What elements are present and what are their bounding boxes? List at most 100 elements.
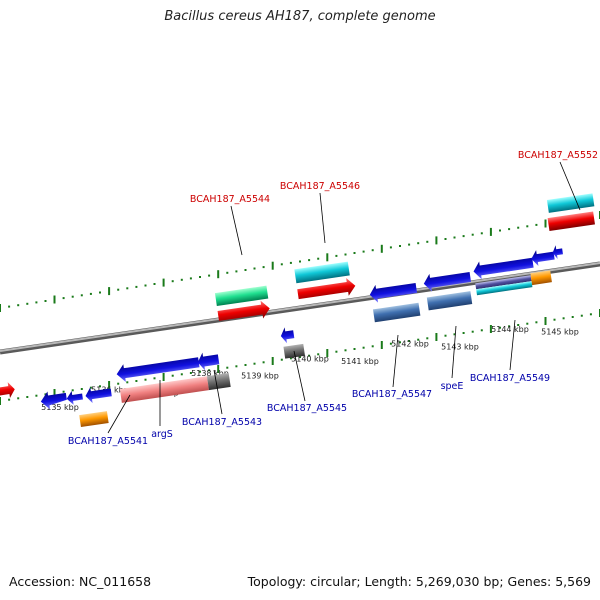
minor-tick (44, 393, 47, 396)
major-tick (380, 244, 383, 253)
minor-tick (362, 346, 365, 349)
gene-arrow[interactable] (0, 381, 16, 400)
gene-box[interactable] (426, 291, 473, 311)
major-tick (326, 253, 329, 262)
major-tick (108, 287, 111, 296)
minor-tick (399, 341, 401, 344)
major-tick (435, 333, 438, 341)
minor-tick (199, 276, 201, 278)
minor-tick (180, 278, 183, 281)
minor-tick (289, 261, 292, 264)
minor-tick (289, 357, 292, 360)
gene-arrow[interactable] (530, 248, 555, 267)
gene-arrow[interactable] (66, 390, 84, 406)
minor-tick (235, 270, 238, 273)
minor-tick (189, 277, 192, 280)
gene-arrow[interactable] (552, 244, 564, 260)
minor-tick (62, 297, 65, 300)
gene-arrow[interactable] (280, 326, 295, 344)
minor-tick (471, 330, 474, 333)
gene-box[interactable] (372, 302, 421, 323)
major-tick (326, 349, 329, 357)
minor-tick (317, 257, 320, 260)
gene-arrow[interactable] (422, 268, 472, 293)
minor-tick (426, 240, 429, 243)
gene-arrow[interactable] (115, 353, 200, 383)
minor-tick (299, 260, 301, 263)
gene-box[interactable] (546, 193, 595, 213)
minor-tick (80, 388, 83, 390)
gene-arrow[interactable] (472, 254, 534, 281)
gene-box[interactable] (79, 411, 109, 428)
major-tick (380, 341, 383, 349)
major-tick (544, 317, 547, 325)
minor-tick (280, 263, 283, 266)
gene-arrow[interactable] (84, 384, 112, 404)
minor-tick (308, 259, 311, 262)
gene-box[interactable] (475, 275, 532, 290)
gene-box[interactable] (547, 211, 595, 232)
gene-arrow[interactable] (297, 277, 357, 303)
minor-tick (353, 252, 356, 254)
gene-label[interactable]: BCAH187_A5544 (190, 194, 270, 205)
gene-box[interactable] (294, 261, 350, 284)
minor-tick (480, 232, 483, 235)
minor-tick (262, 266, 265, 269)
gene-box[interactable] (530, 270, 552, 286)
minor-tick (244, 269, 247, 271)
major-tick (108, 381, 111, 389)
minor-tick (353, 348, 356, 350)
accession-text: Accession: NC_011658 (9, 574, 152, 589)
major-tick (53, 295, 56, 304)
major-tick (271, 357, 274, 365)
scale-tick-label: 5143 kbp (441, 342, 479, 351)
minor-tick (253, 267, 256, 270)
major-tick (435, 236, 438, 245)
gene-label[interactable]: BCAH187_A5552 (518, 150, 598, 161)
minor-tick (344, 349, 347, 352)
minor-tick (299, 356, 301, 358)
minor-tick (89, 292, 92, 295)
gene-box[interactable] (476, 281, 533, 296)
tick-dots-bottom (0, 309, 600, 405)
minor-tick (426, 337, 429, 340)
gene-arrow[interactable] (40, 389, 68, 411)
minor-tick (244, 364, 247, 366)
gene-labels-top: BCAH187_A5544 BCAH187_A5546 BCAH187_A555… (190, 150, 598, 205)
minor-tick (153, 377, 156, 380)
minor-tick (208, 369, 211, 372)
minor-tick (226, 366, 229, 369)
gene-label[interactable]: BCAH187_A5545 (267, 403, 347, 414)
minor-tick (62, 390, 65, 393)
gene-label[interactable]: BCAH187_A5543 (182, 417, 262, 428)
major-tick (544, 219, 547, 228)
scale-tick-label: 5145 kbp (541, 328, 579, 337)
gene-arrow[interactable] (369, 279, 418, 304)
minor-tick (180, 373, 183, 376)
minor-tick (335, 254, 338, 257)
map-title: Bacillus cereus AH187, complete genome (164, 9, 436, 24)
minor-tick (562, 317, 565, 320)
backbone (0, 261, 600, 355)
minor-tick (308, 354, 311, 357)
gene-label[interactable]: BCAH187_A5546 (280, 181, 360, 192)
gene-label[interactable]: argS (151, 429, 173, 440)
gene-label[interactable]: BCAH187_A5549 (470, 373, 550, 384)
minor-tick (362, 250, 365, 253)
gene-label[interactable]: speE (441, 381, 464, 392)
gene-arrow[interactable] (217, 299, 271, 324)
minor-tick (335, 350, 338, 353)
gene-box[interactable] (206, 373, 231, 391)
minor-tick (126, 381, 129, 384)
minor-tick (26, 302, 29, 305)
major-tick (217, 365, 220, 373)
gene-label[interactable]: BCAH187_A5547 (352, 389, 432, 400)
minor-tick (135, 380, 138, 382)
gene-box[interactable] (119, 376, 209, 403)
major-tick (0, 397, 1, 405)
minor-tick (26, 396, 29, 398)
gene-box[interactable] (214, 285, 269, 307)
gene-arrow[interactable] (197, 350, 220, 371)
minor-tick (208, 274, 211, 277)
gene-label[interactable]: BCAH187_A5541 (68, 436, 148, 447)
